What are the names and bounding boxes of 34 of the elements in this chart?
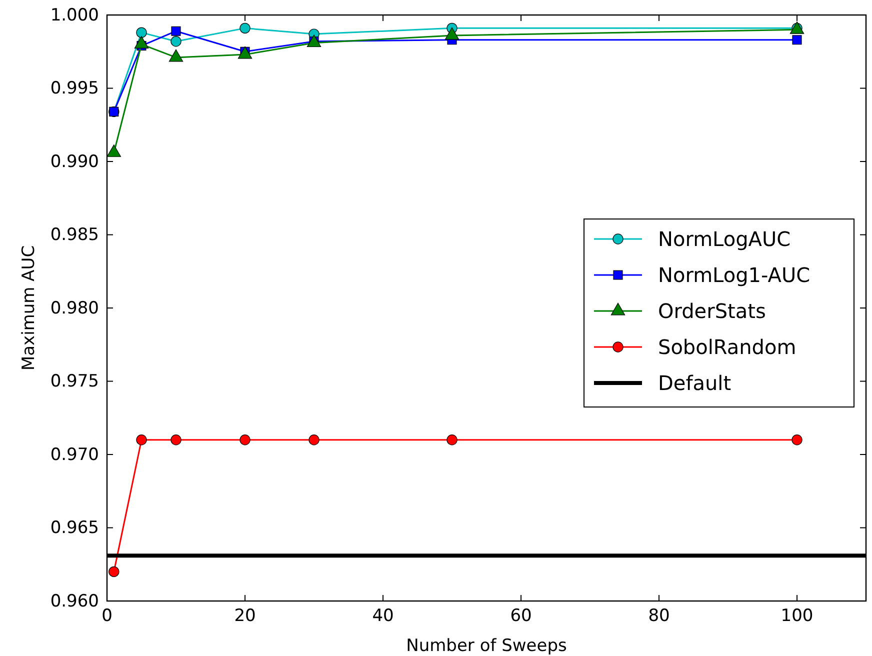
y-axis-title: Maximum AUC [19,245,39,371]
y-tick-label: 0.995 [50,78,99,99]
y-tick-label: 0.980 [50,298,99,318]
point [446,434,458,446]
x-tick-label: 40 [372,606,394,626]
legend-label: NormLog1-AUC [658,263,810,287]
y-tick-label: 0.960 [50,591,99,612]
legend-label: Default [658,371,732,395]
point [136,27,147,38]
x-tick-label: 60 [510,606,532,626]
point [792,35,802,45]
y-tick-label: 1.000 [50,5,99,26]
point [240,22,250,34]
y-tick-label: 0.965 [50,518,99,538]
y-tick-label: 0.970 [50,444,99,465]
point [170,36,182,47]
point [108,566,120,578]
legend-label: NormLogAUC [658,227,791,251]
x-tick-label: 100 [780,606,814,626]
point [308,434,320,446]
y-tick-label: 0.975 [50,372,99,392]
point [171,26,181,36]
point [240,434,250,446]
x-tick-label: 20 [234,606,256,626]
x-axis-title: Number of Sweeps [406,636,568,656]
x-tick-label: 0 [102,606,112,626]
legend-label: OrderStats [658,299,766,323]
point [136,434,147,446]
point [792,434,802,446]
x-tick-label: 80 [648,606,670,626]
y-tick-label: 0.985 [50,225,99,246]
y-tick-label: 0.990 [50,152,99,172]
legend-label: SobolRandom [658,335,796,359]
point [170,434,182,446]
